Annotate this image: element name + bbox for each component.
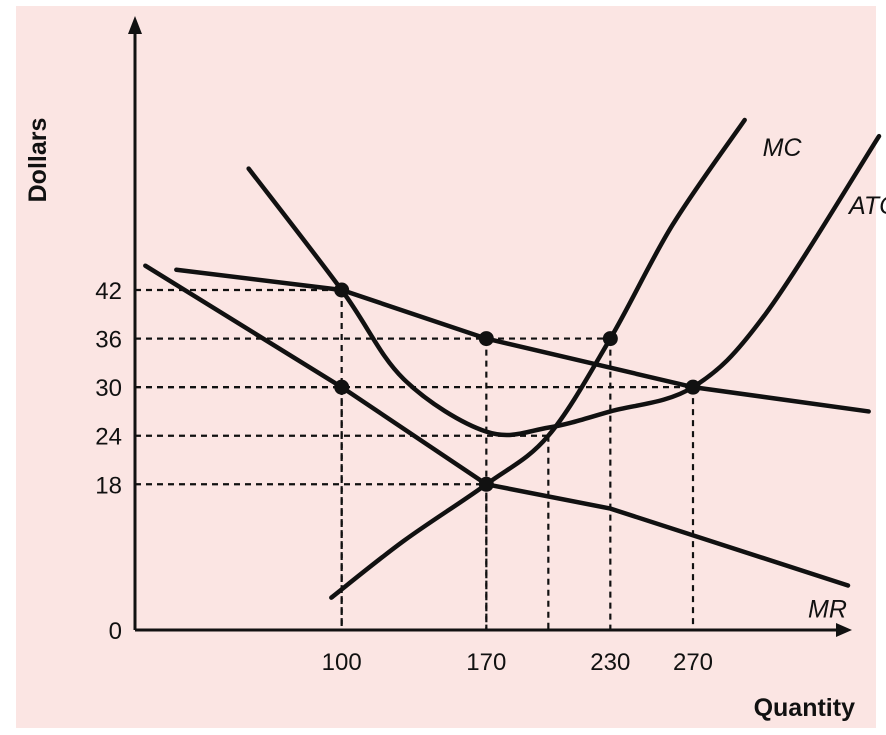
point-270-30 — [685, 379, 701, 395]
curve-labels: DMRMCATC — [763, 134, 886, 623]
x-tick-label-170: 170 — [466, 649, 506, 676]
chart-panel — [16, 6, 876, 728]
x-tick-label-230: 230 — [590, 649, 630, 676]
x-tick-label-100: 100 — [322, 649, 362, 676]
intersection-points — [334, 282, 701, 492]
curve-atc — [246, 133, 882, 438]
x-axis-arrow — [836, 623, 852, 637]
y-axis-title: Dollars — [24, 118, 52, 203]
y-tick-label-36: 36 — [95, 327, 122, 354]
curves — [143, 117, 882, 600]
y-axis-arrow — [128, 16, 142, 34]
point-230-36 — [602, 331, 618, 347]
x-tick-label-270: 270 — [673, 649, 713, 676]
curve-label-mc: MC — [763, 134, 803, 162]
point-170-36 — [478, 331, 494, 347]
axes — [128, 16, 852, 637]
tick-labels: 100 170 230 270 42 36 30 24 18 0 — [95, 278, 713, 676]
y-tick-label-42: 42 — [95, 278, 122, 305]
y-tick-label-30: 30 — [95, 375, 122, 402]
curve-mc — [329, 117, 747, 600]
point-100-42 — [334, 282, 350, 298]
curve-label-atc: ATC — [847, 192, 886, 220]
point-170-18 — [478, 476, 494, 492]
curve-mr — [143, 263, 851, 588]
y-tick-label-0: 0 — [109, 618, 122, 645]
point-100-30 — [334, 379, 350, 395]
x-axis-title: Quantity — [754, 694, 855, 722]
y-tick-label-18: 18 — [95, 472, 122, 499]
curve-label-mr: MR — [808, 595, 847, 623]
y-tick-label-24: 24 — [95, 424, 122, 451]
